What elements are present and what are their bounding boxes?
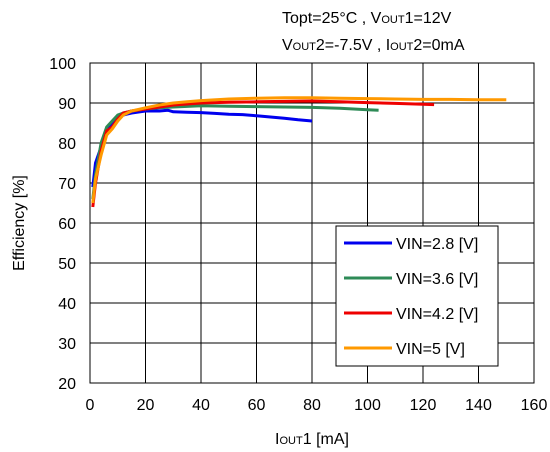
legend-box <box>335 225 499 367</box>
series-line-2 <box>91 104 379 200</box>
x-tick-label: 100 <box>354 397 381 414</box>
condition-line-2: VOUT2=-7.5V , IOUT2=0mA <box>282 37 465 54</box>
y-tick-label: 70 <box>58 176 76 193</box>
y-tick-label: 100 <box>49 56 76 73</box>
legend-label-3: VIN=4.2 [V] <box>396 306 478 323</box>
y-tick-label: 40 <box>58 296 76 313</box>
grid <box>90 63 534 383</box>
legend-label-4: VIN=5 [V] <box>396 341 465 358</box>
y-tick-labels: 20 30 40 50 60 70 80 90 100 <box>49 56 76 393</box>
x-tick-label: 60 <box>248 397 266 414</box>
condition-line-1: Topt=25°C , VOUT1=12V <box>282 10 452 27</box>
x-axis-title: IOUT1 [mA] <box>275 431 349 448</box>
series-line-4 <box>91 96 507 204</box>
x-tick-label: 120 <box>410 397 437 414</box>
legend-label-1: VIN=2.8 [V] <box>396 236 478 253</box>
y-tick-label: 60 <box>58 216 76 233</box>
x-tick-label: 20 <box>137 397 155 414</box>
y-tick-label: 20 <box>58 376 76 393</box>
y-tick-label: 90 <box>58 96 76 113</box>
y-axis-title: Efficiency [%] <box>11 175 28 271</box>
series-lines <box>91 96 507 208</box>
series-line-3 <box>91 99 435 208</box>
y-tick-label: 30 <box>58 336 76 353</box>
legend: VIN=2.8 [V] VIN=3.6 [V] VIN=4.2 [V] VIN=5 [… <box>335 225 499 367</box>
x-tick-label: 160 <box>521 397 548 414</box>
plot-frame <box>89 62 535 384</box>
y-tick-label: 50 <box>58 256 76 273</box>
x-tick-labels: 0 20 40 60 80 100 120 140 160 <box>86 397 548 414</box>
y-tick-label: 80 <box>58 136 76 153</box>
x-tick-label: 140 <box>465 397 492 414</box>
x-tick-label: 40 <box>192 397 210 414</box>
x-tick-label: 0 <box>86 397 95 414</box>
series-line-1 <box>91 108 313 188</box>
x-tick-label: 80 <box>303 397 321 414</box>
legend-label-2: VIN=3.6 [V] <box>396 271 478 288</box>
